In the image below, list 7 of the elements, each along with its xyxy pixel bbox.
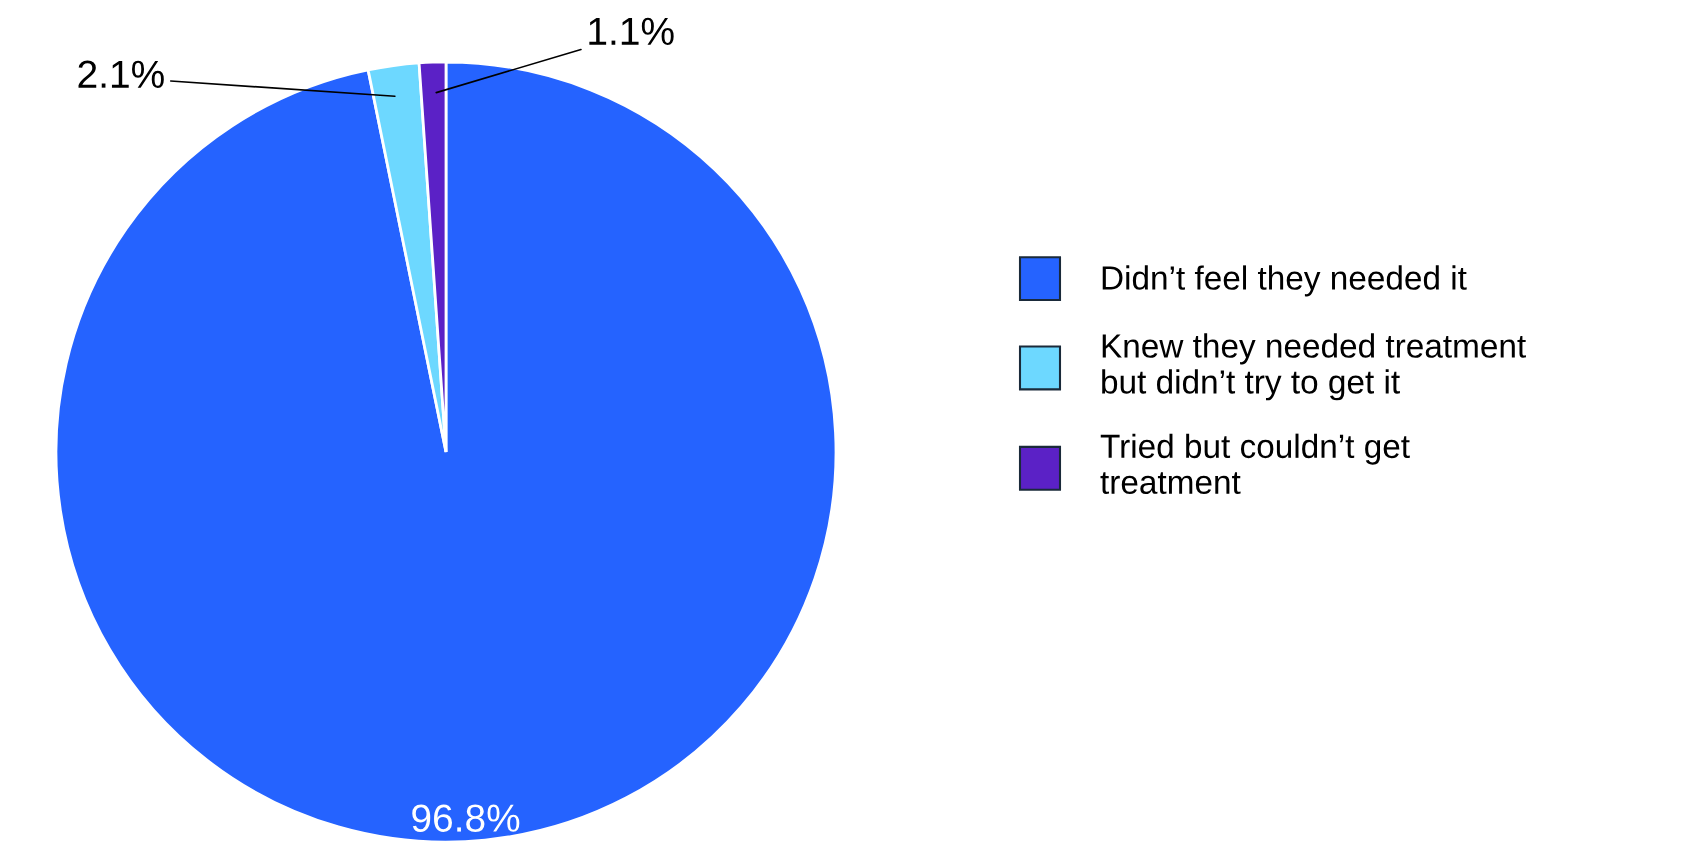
pie-slice <box>54 60 838 842</box>
data-label: 1.1% <box>589 17 674 45</box>
legend-label: Tried but couldn’t get treatment <box>1100 433 1410 495</box>
legend-label: Knew they needed treatment but didn’t try to get it <box>1102 333 1526 401</box>
data-label: 96.8% <box>412 804 520 832</box>
legend-label: Didn’t feel they needed it <box>1102 265 1467 297</box>
data-label: 2.1% <box>78 60 164 88</box>
